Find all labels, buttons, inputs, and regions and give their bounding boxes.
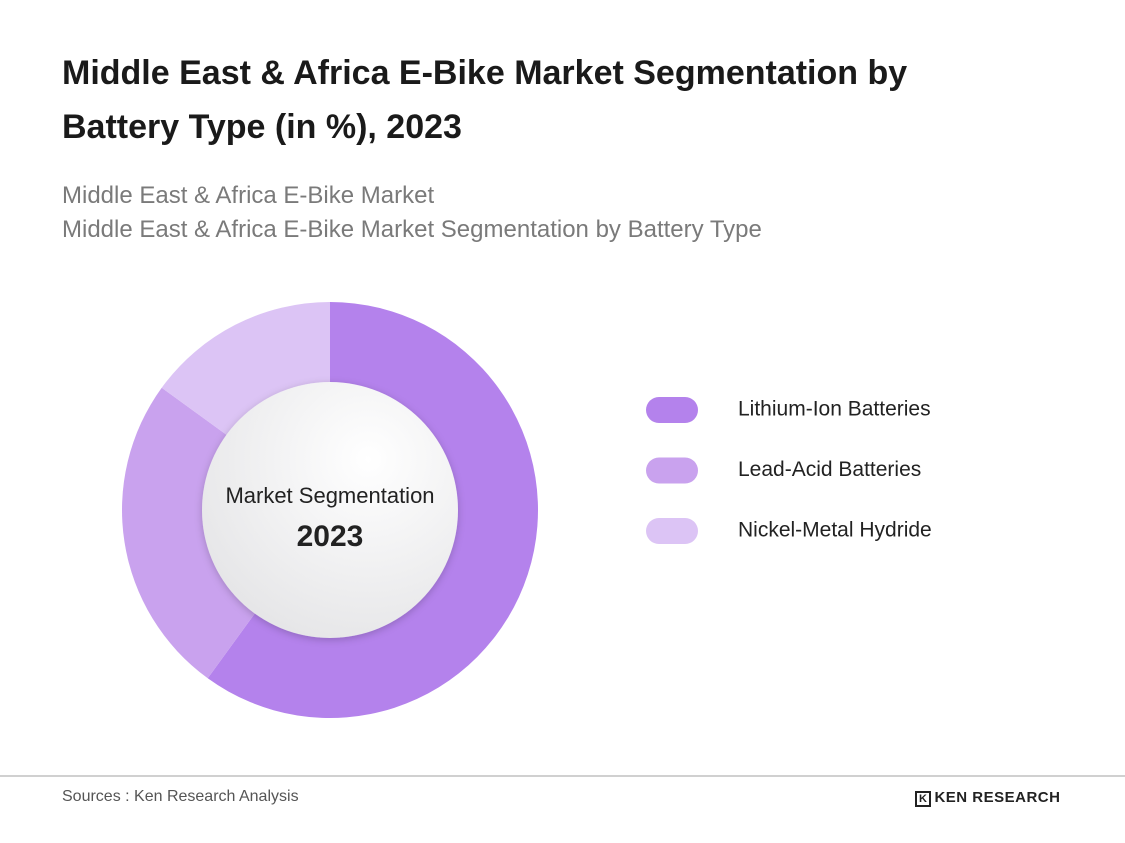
divider <box>0 775 1125 777</box>
legend-swatch <box>646 397 698 423</box>
donut-center <box>202 382 458 638</box>
chart-title: Middle East & Africa E-Bike Market Segme… <box>62 54 908 146</box>
legend-swatch <box>646 457 698 484</box>
source: Sources : Ken Research Analysis <box>62 788 299 805</box>
legend-swatch <box>646 518 698 544</box>
legend-label: Nickel-Metal Hydride <box>738 519 932 542</box>
center-label: Market Segmentation <box>225 483 434 508</box>
brand-logo: K KEN RESEARCH <box>915 789 1060 807</box>
logo-icon: K <box>915 791 932 807</box>
subtitle: Middle East & Africa E-Bike Market Segme… <box>62 216 762 243</box>
legend-label: Lead-Acid Batteries <box>738 458 921 481</box>
chart: Market Segmentation 2023 Lithium-Ion Bat… <box>122 302 932 718</box>
center-year: 2023 <box>297 520 364 553</box>
subtitle: Middle East & Africa E-Bike Market <box>62 182 435 209</box>
brand-name: KEN RESEARCH <box>934 789 1061 806</box>
legend-label: Lithium-Ion Batteries <box>738 398 931 421</box>
